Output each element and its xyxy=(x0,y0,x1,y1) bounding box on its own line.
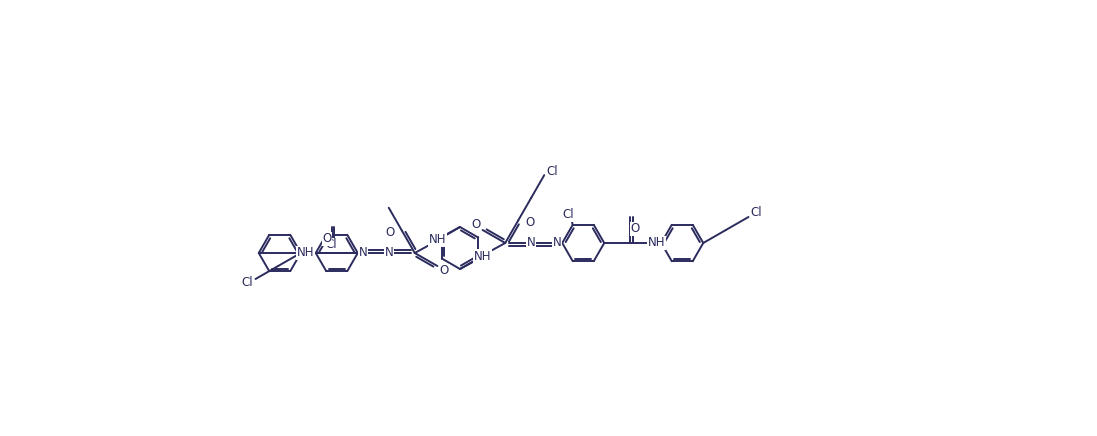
Text: NH: NH xyxy=(429,234,446,246)
Text: Cl: Cl xyxy=(750,207,762,219)
Text: Cl: Cl xyxy=(326,238,337,251)
Text: N: N xyxy=(527,236,535,249)
Text: O: O xyxy=(525,216,535,229)
Text: N: N xyxy=(359,246,367,259)
Text: NH: NH xyxy=(297,246,315,259)
Text: O: O xyxy=(440,265,449,277)
Text: O: O xyxy=(631,222,640,235)
Text: NH: NH xyxy=(474,249,491,262)
Text: Cl: Cl xyxy=(562,208,574,221)
Text: N: N xyxy=(384,246,393,259)
Text: Cl: Cl xyxy=(546,165,558,177)
Text: Cl: Cl xyxy=(241,276,253,290)
Text: O: O xyxy=(385,226,395,239)
Text: N: N xyxy=(553,236,562,249)
Text: O: O xyxy=(471,218,480,232)
Text: O: O xyxy=(323,232,331,245)
Text: NH: NH xyxy=(647,236,665,249)
